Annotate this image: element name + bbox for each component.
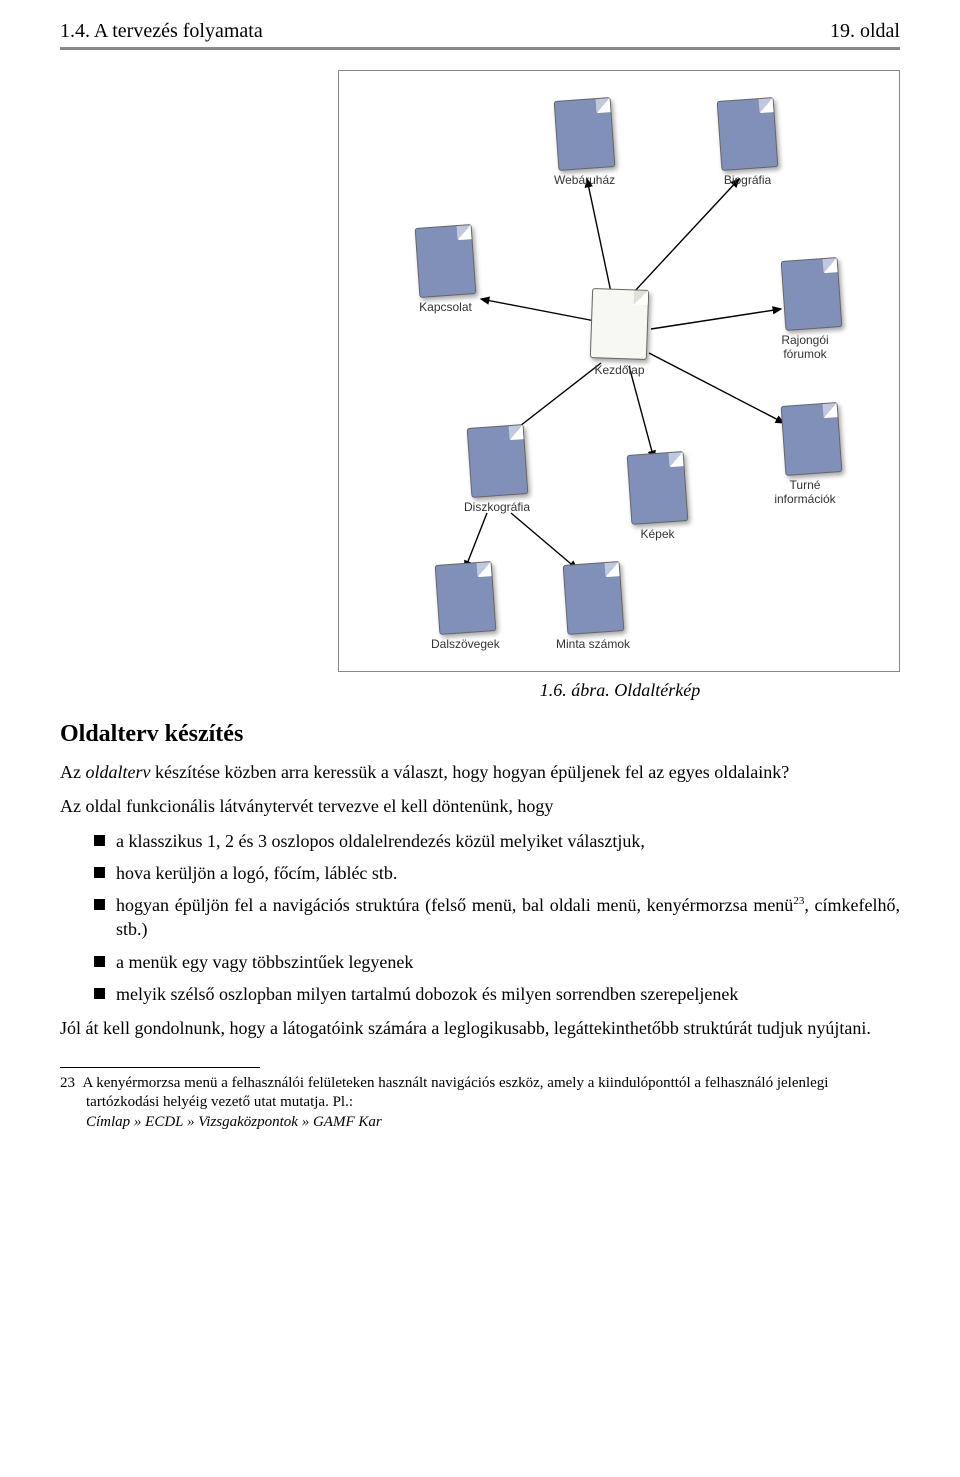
page-icon [466, 424, 528, 498]
node-label: Minta számok [556, 637, 630, 651]
sitemap-figure: Webáruház Biográfia Kapcsolat Kezdőlap Rajon… [338, 70, 900, 672]
header-section: 1.4. A tervezés folyamata [60, 20, 263, 43]
page-icon [434, 561, 496, 635]
text: készítése közben arra keressük a választ… [151, 762, 790, 782]
sitemap-node-diszkografia: Diszkográfia [464, 426, 530, 514]
node-label: Diszkográfia [464, 500, 530, 514]
node-label: Dalszövegek [431, 637, 500, 651]
node-label: Képek [629, 527, 686, 541]
sitemap-node-biografia: Biográfia [719, 99, 776, 187]
list-item: hogyan épüljön fel a navigációs struktúr… [94, 893, 900, 942]
node-label: Turné információk [765, 478, 845, 506]
node-label: Biográfia [719, 173, 776, 187]
figure-caption: 1.6. ábra. Oldaltérkép [340, 680, 900, 701]
node-label: Kapcsolat [417, 300, 474, 314]
section-heading: Oldalterv készítés [60, 721, 900, 748]
page-icon [627, 451, 689, 525]
list-item: a klasszikus 1, 2 és 3 oszlopos oldalelr… [94, 829, 900, 853]
sitemap-node-rajongoi: Rajongói fórumok [777, 259, 845, 361]
page-icon [554, 97, 616, 171]
text: Az [60, 762, 86, 782]
paragraph-3: Jól át kell gondolnunk, hogy a látogatói… [60, 1016, 900, 1040]
sitemap-node-kezdolap: Kezdőlap [591, 289, 648, 377]
page-icon [590, 288, 649, 360]
paragraph-2: Az oldal funkcionális látványtervét terv… [60, 794, 900, 818]
page-icon [717, 97, 779, 171]
node-label: Webáruház [554, 173, 615, 187]
text: hogyan épüljön fel a navigációs struktúr… [116, 895, 793, 915]
header-page: 19. oldal [830, 20, 900, 43]
page-icon [780, 257, 842, 331]
sitemap-node-kapcsolat: Kapcsolat [417, 226, 474, 314]
footnote-text: A kenyérmorzsa menü a felhasználói felül… [83, 1075, 829, 1111]
sitemap-node-turne: Turné információk [777, 404, 845, 506]
node-label: Rajongói fórumok [765, 333, 845, 361]
sitemap-node-webaruhaz: Webáruház [554, 99, 615, 187]
sitemap-node-kepek: Képek [629, 453, 686, 541]
paragraph-1: Az oldalterv készítése közben arra keres… [60, 760, 900, 784]
page-header: 1.4. A tervezés folyamata 19. oldal [60, 20, 900, 50]
footnote: 23 A kenyérmorzsa menü a felhasználói fe… [60, 1074, 900, 1133]
node-label: Kezdőlap [591, 363, 648, 377]
list-item: hova kerüljön a logó, főcím, lábléc stb. [94, 861, 900, 885]
list-item: a menük egy vagy többszintűek legyenek [94, 950, 900, 974]
footnote-example: Címlap » ECDL » Vizsgaközpontok » GAMF K… [86, 1114, 382, 1130]
bullet-list: a klasszikus 1, 2 és 3 oszlopos oldalelr… [60, 829, 900, 1007]
footnote-ref: 23 [793, 895, 804, 907]
sitemap-node-minta: Minta számok [556, 563, 630, 651]
page-icon [415, 224, 477, 298]
italic-term: oldalterv [86, 762, 151, 782]
list-item: melyik szélső oszlopban milyen tartalmú … [94, 982, 900, 1006]
page-icon [562, 561, 624, 635]
footnote-number: 23 [60, 1075, 75, 1091]
footnote-separator [60, 1067, 260, 1068]
sitemap-node-dalszovegek: Dalszövegek [431, 563, 500, 651]
page-icon [780, 402, 842, 476]
